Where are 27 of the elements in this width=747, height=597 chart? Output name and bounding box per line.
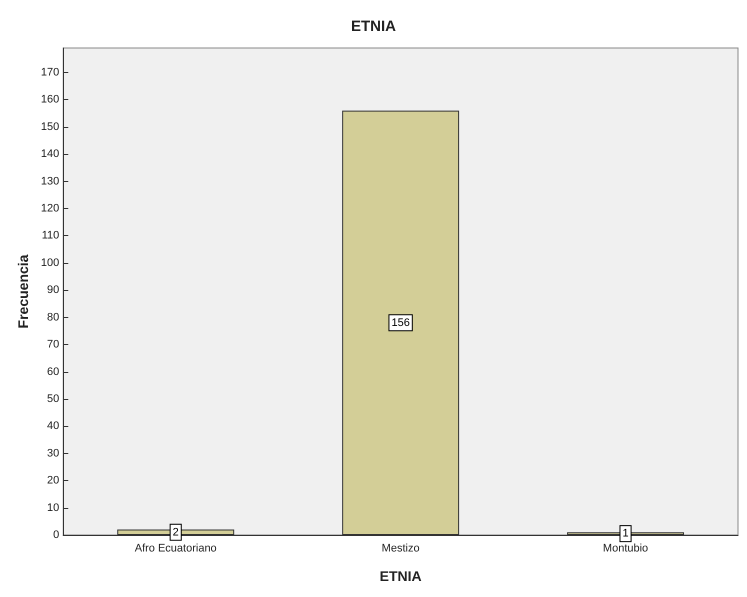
y-tick-label: 60: [47, 366, 60, 378]
y-tick-label: 20: [47, 474, 60, 487]
y-tick-label: 100: [40, 256, 60, 269]
y-tick-label: 160: [40, 94, 60, 106]
y-tick-label: 90: [47, 284, 60, 296]
y-tick-label: 110: [42, 230, 60, 242]
data-label: 2: [172, 526, 179, 538]
data-label: 156: [391, 316, 410, 329]
x-axis-title: ETNIA: [380, 568, 422, 584]
y-tick-label: 40: [47, 420, 60, 432]
y-tick-label: 50: [47, 392, 60, 405]
y-axis-title: Frecuencia: [15, 254, 31, 328]
y-tick-label: 30: [47, 447, 60, 460]
x-tick-label: Afro Ecuatoriano: [134, 542, 217, 554]
y-tick-label: 140: [40, 148, 60, 160]
x-tick-label: Mestizo: [382, 542, 420, 554]
chart-title: ETNIA: [351, 18, 396, 35]
y-tick-label: 130: [40, 175, 60, 188]
y-tick-label: 150: [40, 120, 60, 133]
y-tick-label: 0: [53, 529, 60, 541]
data-label: 1: [622, 528, 629, 540]
y-tick-label: 70: [47, 338, 60, 351]
y-tick-label: 120: [40, 202, 60, 215]
y-tick-label: 10: [47, 502, 60, 514]
x-tick-label: Montubio: [602, 542, 648, 554]
y-tick-label: 170: [40, 66, 60, 78]
y-tick-label: 80: [47, 311, 60, 324]
